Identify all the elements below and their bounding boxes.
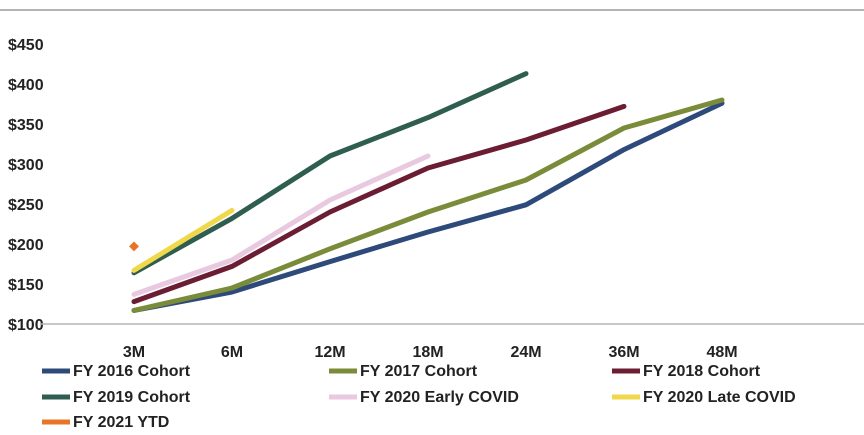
- legend-label: FY 2020 Early COVID: [360, 389, 519, 406]
- legend-item: FY 2017 Cohort: [329, 363, 478, 380]
- series-line: [131, 97, 725, 313]
- y-tick-label: $100: [8, 317, 44, 334]
- series-line: [131, 207, 235, 273]
- series-point: [129, 241, 139, 252]
- x-tick-label: 48M: [706, 344, 737, 361]
- legend-item: FY 2021 YTD: [42, 414, 169, 431]
- legend-item: FY 2020 Late COVID: [612, 389, 796, 406]
- legend-label: FY 2017 Cohort: [360, 363, 478, 380]
- x-tick-label: 36M: [608, 344, 639, 361]
- legend-item: FY 2020 Early COVID: [329, 389, 519, 406]
- y-tick-label: $350: [8, 117, 44, 134]
- x-axis: 3M 6M 12M 18M 24M 36M 48M: [123, 344, 738, 361]
- x-tick-label: 24M: [510, 344, 541, 361]
- y-tick-label: $300: [8, 157, 44, 174]
- y-tick-label: $250: [8, 197, 44, 214]
- legend-item: FY 2016 Cohort: [42, 363, 191, 380]
- legend-label: FY 2019 Cohort: [73, 389, 191, 406]
- legend-label: FY 2018 Cohort: [643, 363, 761, 380]
- y-axis: $100 $150 $200 $250 $300 $350 $400 $450: [8, 37, 44, 334]
- legend-label: FY 2020 Late COVID: [643, 389, 796, 406]
- legend-label: FY 2016 Cohort: [73, 363, 191, 380]
- legend-label: FY 2021 YTD: [73, 414, 169, 431]
- x-tick-label: 6M: [221, 344, 243, 361]
- series-line: [131, 100, 725, 313]
- y-tick-label: $400: [8, 77, 44, 94]
- legend-item: FY 2019 Cohort: [42, 389, 191, 406]
- x-tick-label: 18M: [412, 344, 443, 361]
- series-line: [131, 103, 627, 305]
- series-layer: [129, 71, 725, 313]
- legend: FY 2016 Cohort FY 2017 Cohort FY 2018 Coho…: [42, 363, 796, 431]
- x-tick-label: 12M: [314, 344, 345, 361]
- series-line: [131, 153, 431, 297]
- y-tick-label: $200: [8, 237, 44, 254]
- y-tick-label: $450: [8, 37, 44, 54]
- legend-item: FY 2018 Cohort: [612, 363, 761, 380]
- y-tick-label: $150: [8, 277, 44, 294]
- series-line: [131, 71, 529, 276]
- x-tick-label: 3M: [123, 344, 145, 361]
